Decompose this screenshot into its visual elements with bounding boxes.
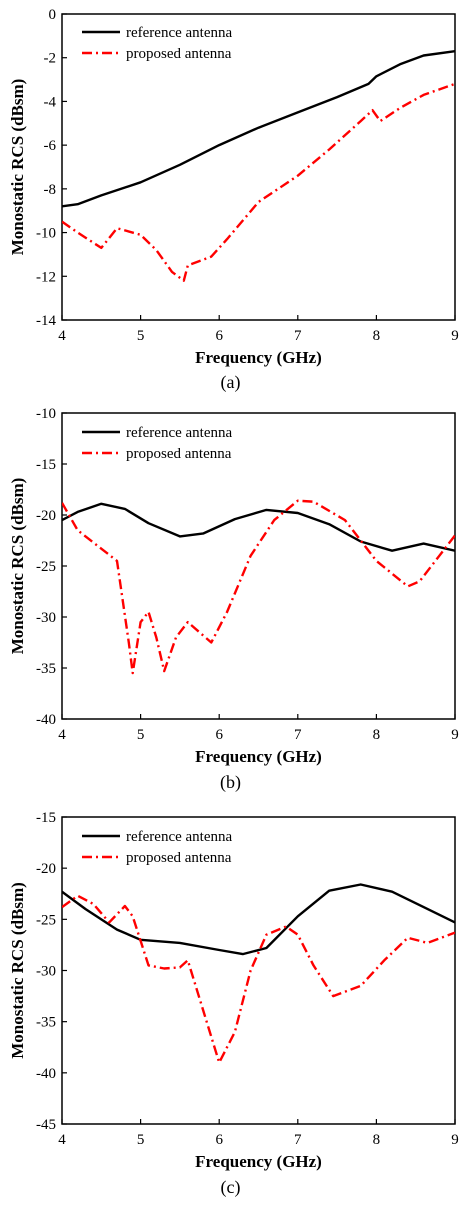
y-tick-label: -4 — [44, 94, 57, 110]
x-tick-label: 5 — [137, 1132, 145, 1148]
x-tick-label: 8 — [373, 1132, 381, 1148]
x-tick-label: 5 — [137, 727, 145, 743]
chart-panel-1: 4 5 6 7 8 9 0 -2 -4 -6 -8 -10 -12 -14 Frequency (GHz) M… — [8, 7, 459, 393]
x-axis-label: Frequency (GHz) — [195, 747, 322, 766]
y-tick-label: -20 — [36, 861, 56, 877]
x-tick-label: 6 — [215, 727, 223, 743]
x-tick-label: 4 — [58, 1132, 66, 1148]
legend-label: proposed antenna — [126, 850, 232, 866]
y-tick-label: -6 — [44, 138, 57, 154]
y-tick-label: -25 — [36, 912, 56, 928]
y-tick-label: -12 — [36, 269, 56, 285]
plot-frame — [61, 816, 456, 1125]
legend-label: reference antenna — [126, 829, 233, 845]
x-axis-label: Frequency (GHz) — [195, 1152, 322, 1171]
y-tick-label: -15 — [36, 457, 56, 473]
y-tick-label: -14 — [36, 313, 56, 329]
x-tick-label: 6 — [215, 1132, 223, 1148]
series-line-proposed — [62, 82, 455, 282]
legend-label: reference antenna — [126, 425, 233, 441]
y-tick-label: -25 — [36, 559, 56, 575]
y-tick-label: -30 — [36, 610, 56, 626]
legend-label: proposed antenna — [126, 446, 232, 462]
panel-caption: (b) — [220, 772, 241, 793]
y-tick-label: -8 — [44, 182, 57, 198]
legend-label: reference antenna — [126, 25, 233, 41]
series-line-proposed — [62, 499, 455, 675]
panel-caption: (a) — [221, 372, 241, 393]
y-tick-label: -2 — [44, 51, 57, 67]
y-tick-label: -35 — [36, 661, 56, 677]
y-tick-label: -45 — [36, 1117, 56, 1133]
y-tick-label: -30 — [36, 964, 56, 980]
chart-panel-2: 4 5 6 7 8 9 -10 -15 -20 -25 -30 -35 -40 Frequency (GH… — [8, 406, 459, 793]
x-tick-label: 8 — [373, 727, 381, 743]
x-tick-label: 9 — [451, 727, 459, 743]
plot-frame — [61, 13, 456, 321]
y-tick-label: -15 — [36, 810, 56, 826]
legend-label: proposed antenna — [126, 46, 232, 62]
y-tick-label: -40 — [36, 1066, 56, 1082]
x-tick-label: 4 — [58, 727, 66, 743]
x-tick-label: 7 — [294, 1132, 302, 1148]
x-tick-label: 5 — [137, 328, 145, 344]
plot-frame — [61, 412, 456, 720]
y-tick-label: -10 — [36, 406, 56, 422]
x-tick-label: 9 — [451, 328, 459, 344]
x-tick-label: 8 — [373, 328, 381, 344]
series-line-reference — [62, 883, 455, 956]
chart-panel-3: 4 5 6 7 8 9 -15 -20 -25 -30 -35 -40 -45 Frequency (GH… — [8, 810, 459, 1198]
y-tick-label: 0 — [49, 7, 57, 23]
y-axis-label: Monostatic RCS (dBsm) — [8, 478, 27, 655]
panel-caption: (c) — [221, 1177, 241, 1198]
series-line-reference — [62, 50, 455, 208]
y-tick-label: -20 — [36, 508, 56, 524]
x-tick-label: 4 — [58, 328, 66, 344]
y-tick-label: -35 — [36, 1015, 56, 1031]
y-tick-label: -40 — [36, 712, 56, 728]
series-line-reference — [62, 502, 455, 552]
y-axis-label: Monostatic RCS (dBsm) — [8, 882, 27, 1059]
x-tick-label: 7 — [294, 727, 302, 743]
series-line-proposed — [62, 894, 455, 1064]
y-tick-label: -10 — [36, 226, 56, 242]
x-tick-label: 7 — [294, 328, 302, 344]
x-tick-label: 6 — [215, 328, 223, 344]
y-axis-label: Monostatic RCS (dBsm) — [8, 79, 27, 256]
x-tick-label: 9 — [451, 1132, 459, 1148]
x-axis-label: Frequency (GHz) — [195, 348, 322, 367]
